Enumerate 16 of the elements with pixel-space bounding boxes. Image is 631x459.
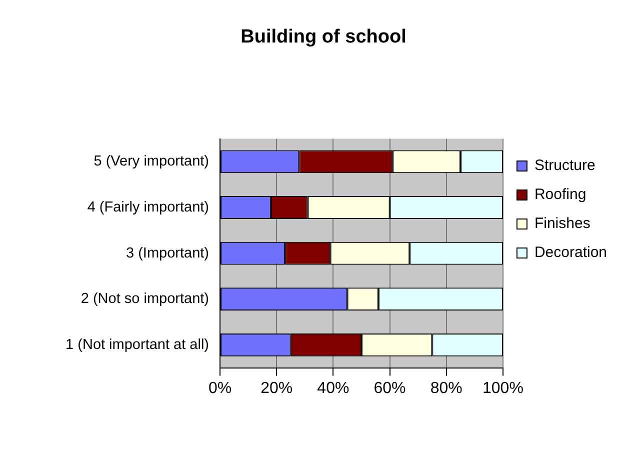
legend-label: Decoration [534, 244, 608, 262]
y-tick-label: 1 (Not important at all) [66, 336, 209, 353]
legend-label: Finishes [534, 215, 590, 232]
x-tick-label: 80% [430, 380, 462, 397]
y-tick-label: 2 (Not so important) [80, 291, 209, 308]
legend-label: Roofing [534, 186, 586, 204]
y-tick-label: 5 (Very important) [94, 154, 209, 170]
y-tick-label: 3 (Important) [126, 245, 209, 262]
x-tick-label: 20% [260, 380, 293, 397]
x-tick-label: 100% [482, 380, 524, 397]
x-tick-label: 0% [208, 380, 232, 397]
chart-title: Building of school [240, 26, 406, 48]
x-tick-label: 60% [374, 380, 406, 397]
y-tick-label: 4 (Fairly important) [87, 200, 209, 216]
legend-label: Structure [534, 157, 596, 174]
x-tick-label: 40% [317, 380, 350, 397]
